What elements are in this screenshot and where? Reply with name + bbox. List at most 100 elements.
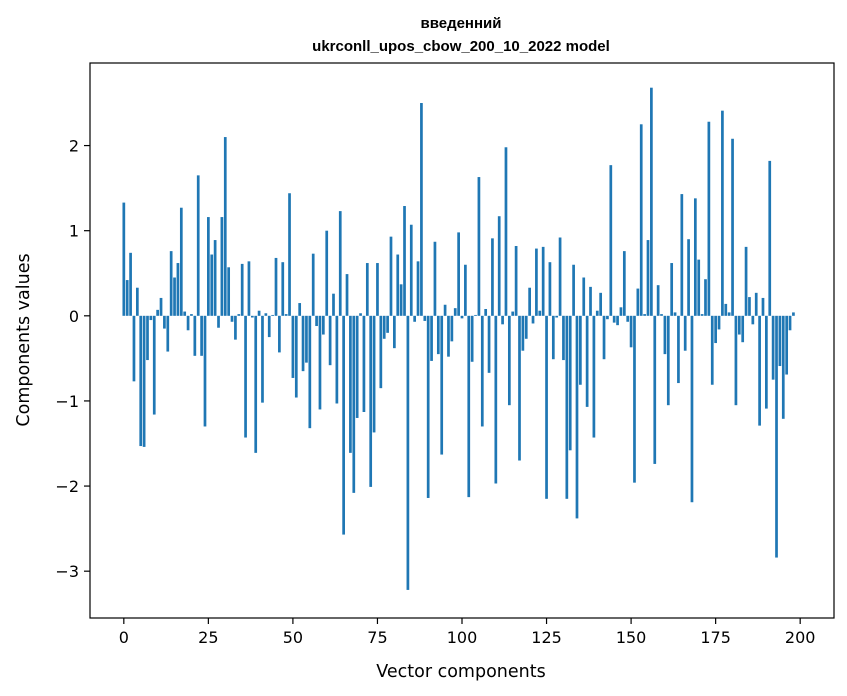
bar-143 (606, 315, 609, 320)
bar-125 (545, 315, 548, 499)
bar-56 (311, 253, 315, 316)
bar-9 (152, 315, 156, 415)
bar-194 (778, 315, 782, 367)
bar-165 (680, 194, 684, 316)
y-axis-label: Components values (14, 253, 34, 426)
bar-155 (646, 240, 650, 316)
bar-136 (582, 277, 586, 316)
bar-53 (301, 315, 305, 372)
bar-181 (734, 315, 738, 406)
bar-26 (210, 254, 214, 316)
bar-37 (247, 261, 251, 316)
bar-130 (562, 315, 565, 361)
bar-74 (372, 315, 376, 433)
bar-163 (673, 312, 677, 316)
bar-73 (369, 315, 373, 487)
bar-52 (298, 303, 302, 316)
bar-11 (159, 297, 163, 316)
bar-122 (535, 248, 538, 316)
bar-182 (737, 315, 741, 335)
bar-35 (240, 263, 244, 316)
bar-68 (352, 315, 356, 493)
bar-184 (744, 246, 748, 316)
bar-57 (315, 315, 318, 327)
bar-65 (342, 315, 345, 535)
bar-0 (122, 202, 126, 316)
bar-21 (193, 315, 197, 356)
bar-174 (710, 315, 714, 385)
bar-1 (125, 280, 129, 316)
bar-31 (227, 267, 231, 316)
bar-167 (687, 239, 690, 316)
bar-12 (163, 315, 166, 329)
bar-66 (345, 274, 349, 316)
bar-63 (335, 315, 339, 404)
bar-131 (565, 315, 569, 499)
bar-195 (781, 315, 785, 419)
bar-27 (213, 240, 217, 316)
bar-34 (237, 314, 241, 316)
bar-192 (771, 315, 775, 380)
bar-82 (399, 284, 403, 316)
bar-169 (693, 198, 697, 316)
x-tick-label: 0 (119, 628, 129, 647)
bar-126 (548, 262, 552, 316)
x-tick-label: 75 (367, 628, 387, 647)
bar-111 (497, 216, 501, 316)
bar-170 (697, 259, 701, 316)
bar-189 (761, 297, 765, 316)
bar-147 (619, 307, 623, 316)
bar-102 (467, 315, 471, 498)
bar-67 (349, 315, 352, 453)
bar-99 (457, 232, 460, 316)
bar-164 (677, 315, 680, 384)
bar-28 (217, 315, 220, 328)
bar-110 (494, 315, 498, 484)
bar-18 (183, 311, 187, 316)
x-tick-label: 25 (198, 628, 218, 647)
bar-29 (220, 217, 224, 316)
y-tick-label: −1 (55, 392, 79, 411)
bar-146 (616, 315, 619, 326)
bar-159 (660, 314, 663, 316)
bar-43 (267, 315, 271, 338)
bar-112 (501, 315, 504, 325)
bar-42 (264, 313, 268, 316)
bar-81 (396, 254, 400, 316)
bar-106 (480, 315, 484, 427)
bar-54 (305, 315, 308, 363)
bar-168 (690, 315, 694, 503)
bar-144 (609, 165, 613, 316)
bar-151 (633, 315, 636, 483)
bar-17 (179, 207, 183, 316)
bar-196 (785, 315, 789, 375)
bar-119 (524, 315, 528, 339)
chart-subtitle: ukrconll_upos_cbow_200_10_2022 model (312, 38, 610, 55)
bar-33 (234, 315, 237, 340)
x-tick-label: 125 (531, 628, 562, 647)
bar-183 (741, 315, 745, 343)
bar-7 (146, 315, 149, 361)
bar-94 (440, 315, 444, 455)
bar-171 (700, 314, 704, 316)
bar-145 (612, 315, 616, 323)
bar-3 (132, 315, 136, 382)
bar-97 (450, 315, 454, 342)
bar-71 (362, 315, 366, 412)
bar-79 (389, 236, 393, 316)
bar-46 (278, 315, 281, 353)
bar-142 (602, 315, 606, 360)
bar-162 (670, 263, 674, 316)
bar-89 (423, 315, 427, 321)
bar-105 (477, 177, 481, 316)
bar-188 (758, 315, 761, 426)
bar-166 (683, 315, 687, 351)
bar-138 (589, 286, 592, 316)
bar-19 (186, 315, 190, 331)
bar-95 (443, 304, 447, 316)
bar-103 (470, 315, 474, 362)
bar-118 (521, 315, 525, 351)
y-tick-label: 1 (69, 222, 79, 241)
